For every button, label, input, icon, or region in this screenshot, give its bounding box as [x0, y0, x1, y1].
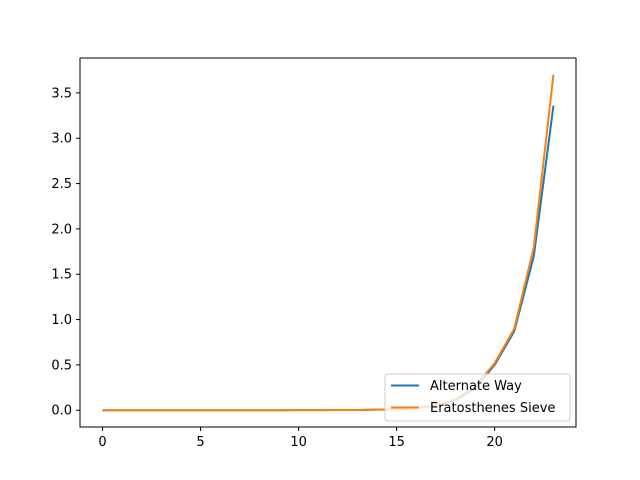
y-tick-label: 2.5	[51, 177, 72, 192]
legend: Alternate Way Eratosthenes Sieve	[384, 373, 571, 422]
x-tick-label: 10	[290, 435, 307, 450]
x-tick-label: 20	[486, 435, 503, 450]
legend-label-eratosthenes-sieve: Eratosthenes Sieve	[430, 401, 555, 416]
legend-box	[384, 373, 571, 422]
plot-area	[80, 58, 576, 427]
y-tick-label: 3.0	[51, 132, 72, 147]
y-tick-label: 1.0	[51, 313, 72, 328]
y-tick-label: 2.0	[51, 222, 72, 237]
y-tick-label: 3.5	[51, 86, 72, 101]
y-tick-label: 0.0	[51, 404, 72, 419]
x-tick-label: 0	[98, 435, 106, 450]
y-tick-label: 0.5	[51, 358, 72, 373]
y-axis: 0.0 0.5 1.0 1.5 2.0 2.5 3.0 3.5	[51, 86, 80, 419]
x-axis: 0 5 10 15 20	[98, 427, 503, 450]
y-tick-label: 1.5	[51, 268, 72, 283]
plot-frame	[79, 57, 577, 428]
legend-label-alternate-way: Alternate Way	[430, 379, 522, 394]
x-tick-label: 15	[388, 435, 405, 450]
x-tick-label: 5	[196, 435, 204, 450]
